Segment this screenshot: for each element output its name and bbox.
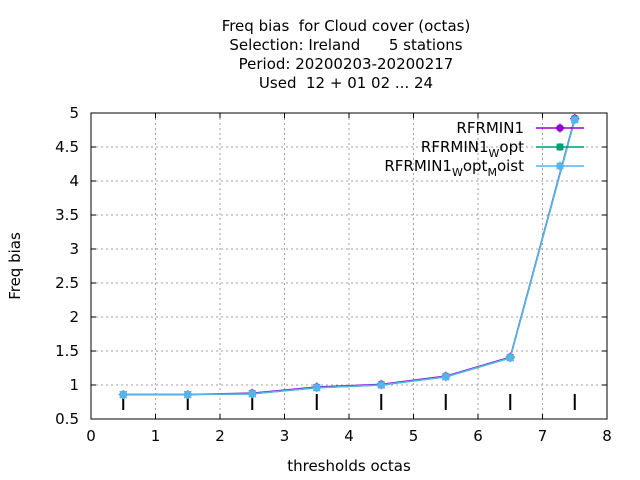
series-3: [118, 115, 580, 400]
data-point: [118, 390, 128, 400]
legend-label: RFRMIN1Wopt: [421, 138, 524, 160]
y-tick-label: 4.5: [55, 138, 79, 156]
y-tick-label: 2.5: [55, 274, 79, 292]
legend-entry-2: RFRMIN1Wopt: [421, 138, 584, 160]
data-point: [183, 390, 193, 400]
y-tick-label: 2: [69, 308, 79, 326]
x-tick-label: 4: [344, 427, 354, 445]
y-tick-label: 3.5: [55, 206, 79, 224]
marker-stroke: [119, 390, 128, 399]
grid: [91, 113, 607, 419]
y-tick-label: 3: [69, 240, 79, 258]
legend-marker: [555, 161, 565, 171]
x-tick-label: 5: [409, 427, 419, 445]
x-tick-label: 2: [215, 427, 225, 445]
marker-stroke: [556, 143, 564, 151]
legend-label-subscript: W: [452, 166, 463, 179]
legend-entry-3: RFRMIN1WoptMoist: [384, 157, 584, 179]
data-point: [505, 353, 515, 363]
legend-label-subscript: W: [489, 147, 500, 160]
legend-label-rest: opt: [463, 157, 488, 175]
title-line: Freq bias for Cloud cover (octas): [222, 17, 471, 35]
marker-stroke: [441, 373, 450, 381]
data-point: [247, 389, 257, 399]
legend-label-base: RFRMIN1: [384, 157, 452, 175]
y-axis-label: Freq bias: [6, 232, 24, 300]
legend-label-base: RFRMIN1: [421, 138, 489, 156]
y-tick-label: 1: [69, 376, 79, 394]
x-axis-label: thresholds octas: [287, 457, 411, 475]
marker-stroke: [248, 390, 257, 398]
marker-stroke: [556, 162, 564, 170]
title-line: Selection: Ireland 5 stations: [229, 36, 462, 54]
y-tick-label: 1.5: [55, 342, 79, 360]
legend-marker: [556, 143, 564, 151]
title-line: Period: 20200203-20200217: [239, 55, 454, 73]
legend-label-rest: opt: [499, 138, 524, 156]
data-point: [441, 372, 451, 382]
x-tick-label: 6: [473, 427, 483, 445]
marker-stroke: [506, 354, 515, 362]
x-tick-label: 1: [151, 427, 161, 445]
x-tick-label: 0: [86, 427, 96, 445]
data-point: [376, 380, 386, 390]
legend-entry-1: RFRMIN1: [456, 119, 584, 137]
marker-stroke: [183, 390, 192, 399]
y-tick-label: 0.5: [55, 410, 79, 428]
legend-marker: [555, 123, 565, 133]
data-point: [570, 115, 580, 125]
title-line: Used 12 + 01 02 ... 24: [259, 74, 433, 92]
legend-label: RFRMIN1WoptMoist: [384, 157, 524, 179]
chart-title: Freq bias for Cloud cover (octas)Selecti…: [222, 17, 471, 92]
series-lines: [118, 113, 580, 400]
y-tick-label: 5: [69, 104, 79, 122]
x-axis-ticks: 0 1 2 3 4 5 6 7 8: [86, 113, 612, 445]
marker-stroke: [570, 116, 579, 124]
legend-label-base: RFRMIN1: [456, 119, 524, 137]
legend-label: RFRMIN1: [456, 119, 524, 137]
x-tick-label: 7: [538, 427, 548, 445]
x-tick-label: 3: [280, 427, 290, 445]
marker-stroke: [312, 383, 321, 392]
series-line: [123, 119, 576, 396]
marker-stroke: [377, 381, 386, 389]
x-tick-label: 8: [602, 427, 612, 445]
legend-label-subscript: M: [487, 166, 497, 179]
data-point: [312, 383, 322, 393]
y-axis-ticks: 0.5 1 1.5 2 2.5 3 3.5 4 4.5 5: [55, 104, 607, 428]
y-tick-label: 4: [69, 172, 79, 190]
legend-label-rest: oist: [497, 157, 524, 175]
